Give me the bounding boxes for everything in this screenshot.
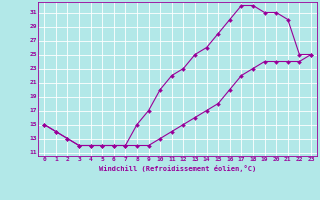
X-axis label: Windchill (Refroidissement éolien,°C): Windchill (Refroidissement éolien,°C) <box>99 165 256 172</box>
